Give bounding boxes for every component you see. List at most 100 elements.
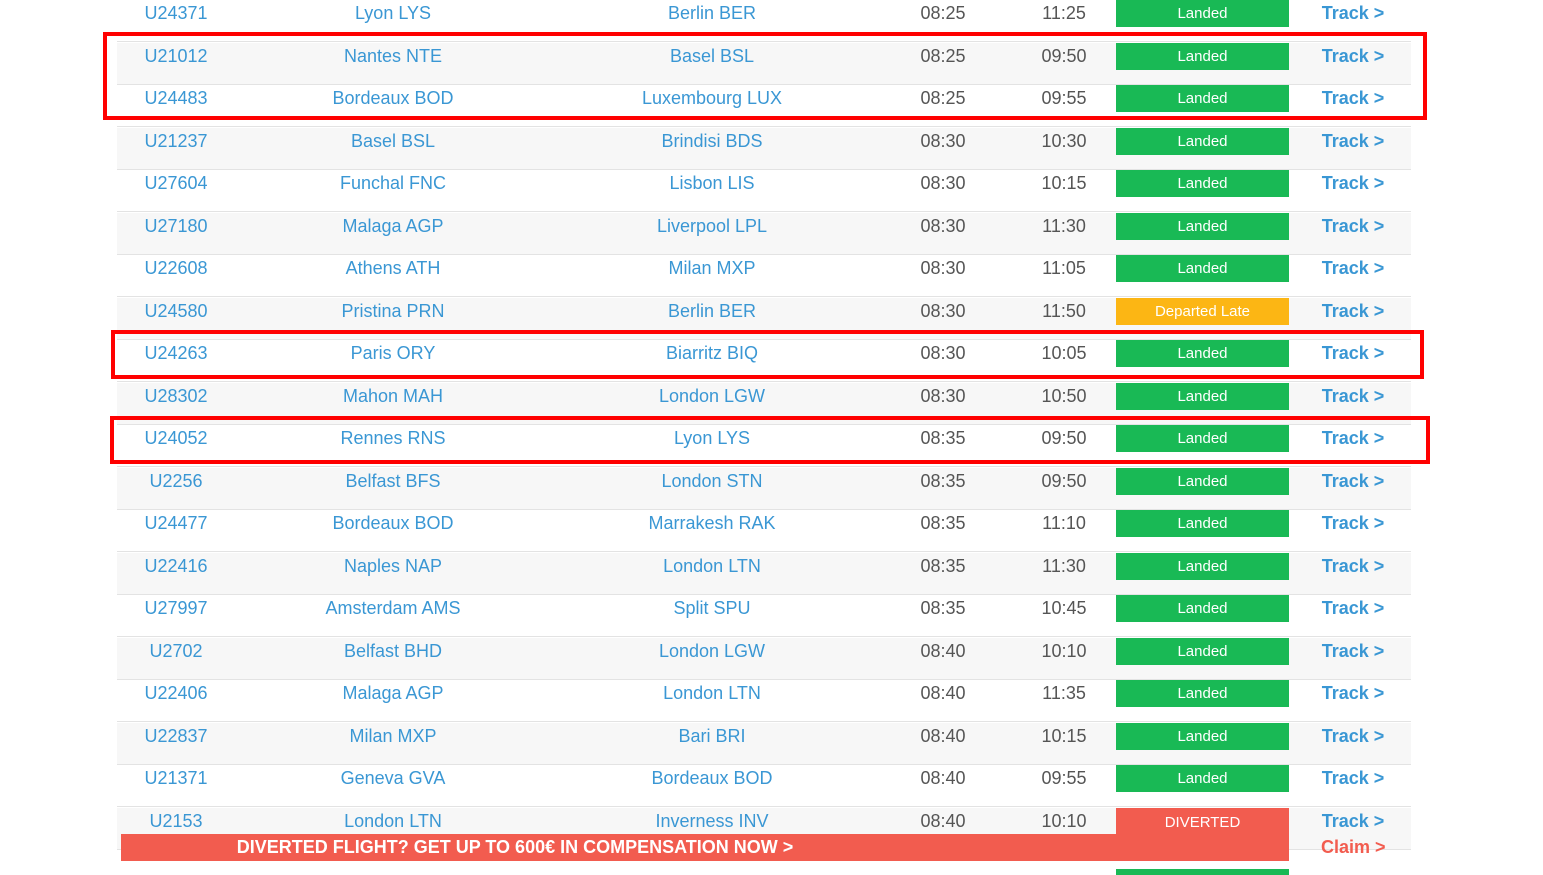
arrival-time: 10:05: [1041, 343, 1087, 363]
flight-number[interactable]: U22406: [144, 683, 208, 703]
flight-number[interactable]: U2256: [149, 471, 203, 491]
track-link[interactable]: Track >: [1321, 556, 1385, 576]
destination[interactable]: Basel BSL: [669, 46, 755, 66]
track-link[interactable]: Track >: [1321, 471, 1385, 491]
arrival-time: 11:35: [1042, 683, 1086, 703]
flight-number[interactable]: U24580: [144, 301, 208, 321]
departure-time: 08:35: [920, 471, 966, 491]
flight-number[interactable]: U2153: [149, 811, 203, 831]
compensation-banner[interactable]: DIVERTED FLIGHT? GET UP TO 600€ IN COMPE…: [121, 834, 1289, 861]
departure-time: 08:30: [920, 386, 966, 406]
origin[interactable]: Geneva GVA: [340, 768, 446, 788]
destination[interactable]: Lisbon LIS: [669, 173, 755, 193]
track-link[interactable]: Track >: [1321, 301, 1385, 321]
flight-number[interactable]: U22416: [144, 556, 208, 576]
track-link[interactable]: Track >: [1321, 173, 1385, 193]
origin[interactable]: Rennes RNS: [340, 428, 446, 448]
origin[interactable]: Malaga AGP: [342, 683, 444, 703]
departure-time: 08:35: [920, 513, 966, 533]
track-link[interactable]: Track >: [1321, 88, 1385, 108]
flight-number[interactable]: U21371: [144, 768, 208, 788]
track-link[interactable]: Track >: [1321, 3, 1385, 23]
flight-number[interactable]: U24263: [144, 343, 208, 363]
destination[interactable]: London STN: [661, 471, 763, 491]
origin[interactable]: Paris ORY: [350, 343, 436, 363]
destination[interactable]: London LGW: [658, 641, 766, 661]
status-badge: Landed: [1116, 340, 1289, 367]
status-badge: Landed: [1116, 128, 1289, 155]
track-link[interactable]: Track >: [1321, 726, 1385, 746]
flight-number[interactable]: U27997: [144, 598, 208, 618]
status-badge: Landed: [1116, 468, 1289, 495]
destination[interactable]: Bordeaux BOD: [651, 768, 773, 788]
track-link[interactable]: Track >: [1321, 598, 1385, 618]
destination[interactable]: London LTN: [663, 683, 761, 703]
origin[interactable]: London LTN: [344, 811, 442, 831]
track-link[interactable]: Track >: [1321, 131, 1385, 151]
origin[interactable]: Pristina PRN: [341, 301, 445, 321]
origin[interactable]: Malaga AGP: [342, 216, 444, 236]
track-link[interactable]: Track >: [1321, 641, 1385, 661]
arrival-time: 09:50: [1041, 471, 1087, 491]
track-link[interactable]: Track >: [1321, 386, 1385, 406]
status-badge: Landed: [1116, 383, 1289, 410]
claim-link[interactable]: Claim >: [1321, 837, 1386, 857]
destination[interactable]: Berlin BER: [667, 3, 757, 23]
flight-row: U2256 Belfast BFS London STN 08:35 09:50 Land…: [117, 468, 1411, 510]
origin[interactable]: Bordeaux BOD: [332, 513, 454, 533]
flight-number[interactable]: U24052: [144, 428, 208, 448]
flight-row: U21237 Basel BSL Brindisi BDS 08:30 10:30 Lan…: [117, 128, 1411, 170]
destination[interactable]: Berlin BER: [667, 301, 757, 321]
origin[interactable]: Funchal FNC: [339, 173, 447, 193]
track-link[interactable]: Track >: [1321, 513, 1385, 533]
destination[interactable]: London LGW: [658, 386, 766, 406]
origin[interactable]: Mahon MAH: [342, 386, 444, 406]
track-link[interactable]: Track >: [1321, 428, 1385, 448]
origin[interactable]: Belfast BHD: [343, 641, 443, 661]
flight-number[interactable]: U27180: [144, 216, 208, 236]
flight-number[interactable]: U28302: [144, 386, 208, 406]
destination[interactable]: Milan MXP: [668, 258, 756, 278]
flight-number[interactable]: U27604: [144, 173, 208, 193]
origin[interactable]: Bordeaux BOD: [332, 88, 454, 108]
origin[interactable]: Naples NAP: [343, 556, 443, 576]
flight-row: U21012 Nantes NTE Basel BSL 08:25 09:50 Lande…: [117, 43, 1411, 85]
flight-number[interactable]: U24483: [144, 88, 208, 108]
track-link[interactable]: Track >: [1321, 343, 1385, 363]
destination[interactable]: Marrakesh RAK: [648, 513, 776, 533]
origin[interactable]: Amsterdam AMS: [325, 598, 461, 618]
destination[interactable]: Luxembourg LUX: [641, 88, 783, 108]
destination[interactable]: Lyon LYS: [673, 428, 751, 448]
departure-time: 08:40: [920, 641, 966, 661]
flight-row: U22406 Malaga AGP London LTN 08:40 11:35 Land…: [117, 680, 1411, 722]
flight-number[interactable]: U2702: [149, 641, 203, 661]
origin[interactable]: Athens ATH: [345, 258, 441, 278]
origin[interactable]: Lyon LYS: [354, 3, 432, 23]
destination[interactable]: London LTN: [663, 556, 761, 576]
track-link[interactable]: Track >: [1321, 768, 1385, 788]
track-link[interactable]: Track >: [1321, 811, 1385, 831]
destination[interactable]: Biarritz BIQ: [665, 343, 758, 363]
destination[interactable]: Inverness INV: [655, 811, 769, 831]
flight-number[interactable]: U24477: [144, 513, 208, 533]
origin[interactable]: Belfast BFS: [345, 471, 441, 491]
track-link[interactable]: Track >: [1321, 683, 1385, 703]
destination[interactable]: Split SPU: [673, 598, 751, 618]
track-link[interactable]: Track >: [1321, 46, 1385, 66]
track-link[interactable]: Track >: [1321, 216, 1385, 236]
flight-number[interactable]: U21012: [144, 46, 208, 66]
origin[interactable]: Basel BSL: [350, 131, 436, 151]
destination[interactable]: Brindisi BDS: [661, 131, 763, 151]
status-badge: Landed: [1116, 510, 1289, 537]
arrival-time: 10:50: [1041, 386, 1087, 406]
status-badge: Landed: [1116, 255, 1289, 282]
destination[interactable]: Bari BRI: [678, 726, 746, 746]
flight-number[interactable]: U24371: [144, 3, 208, 23]
flight-number[interactable]: U22837: [144, 726, 208, 746]
flight-number[interactable]: U21237: [144, 131, 208, 151]
track-link[interactable]: Track >: [1321, 258, 1385, 278]
flight-number[interactable]: U22608: [144, 258, 208, 278]
origin[interactable]: Milan MXP: [349, 726, 437, 746]
origin[interactable]: Nantes NTE: [343, 46, 443, 66]
destination[interactable]: Liverpool LPL: [656, 216, 768, 236]
